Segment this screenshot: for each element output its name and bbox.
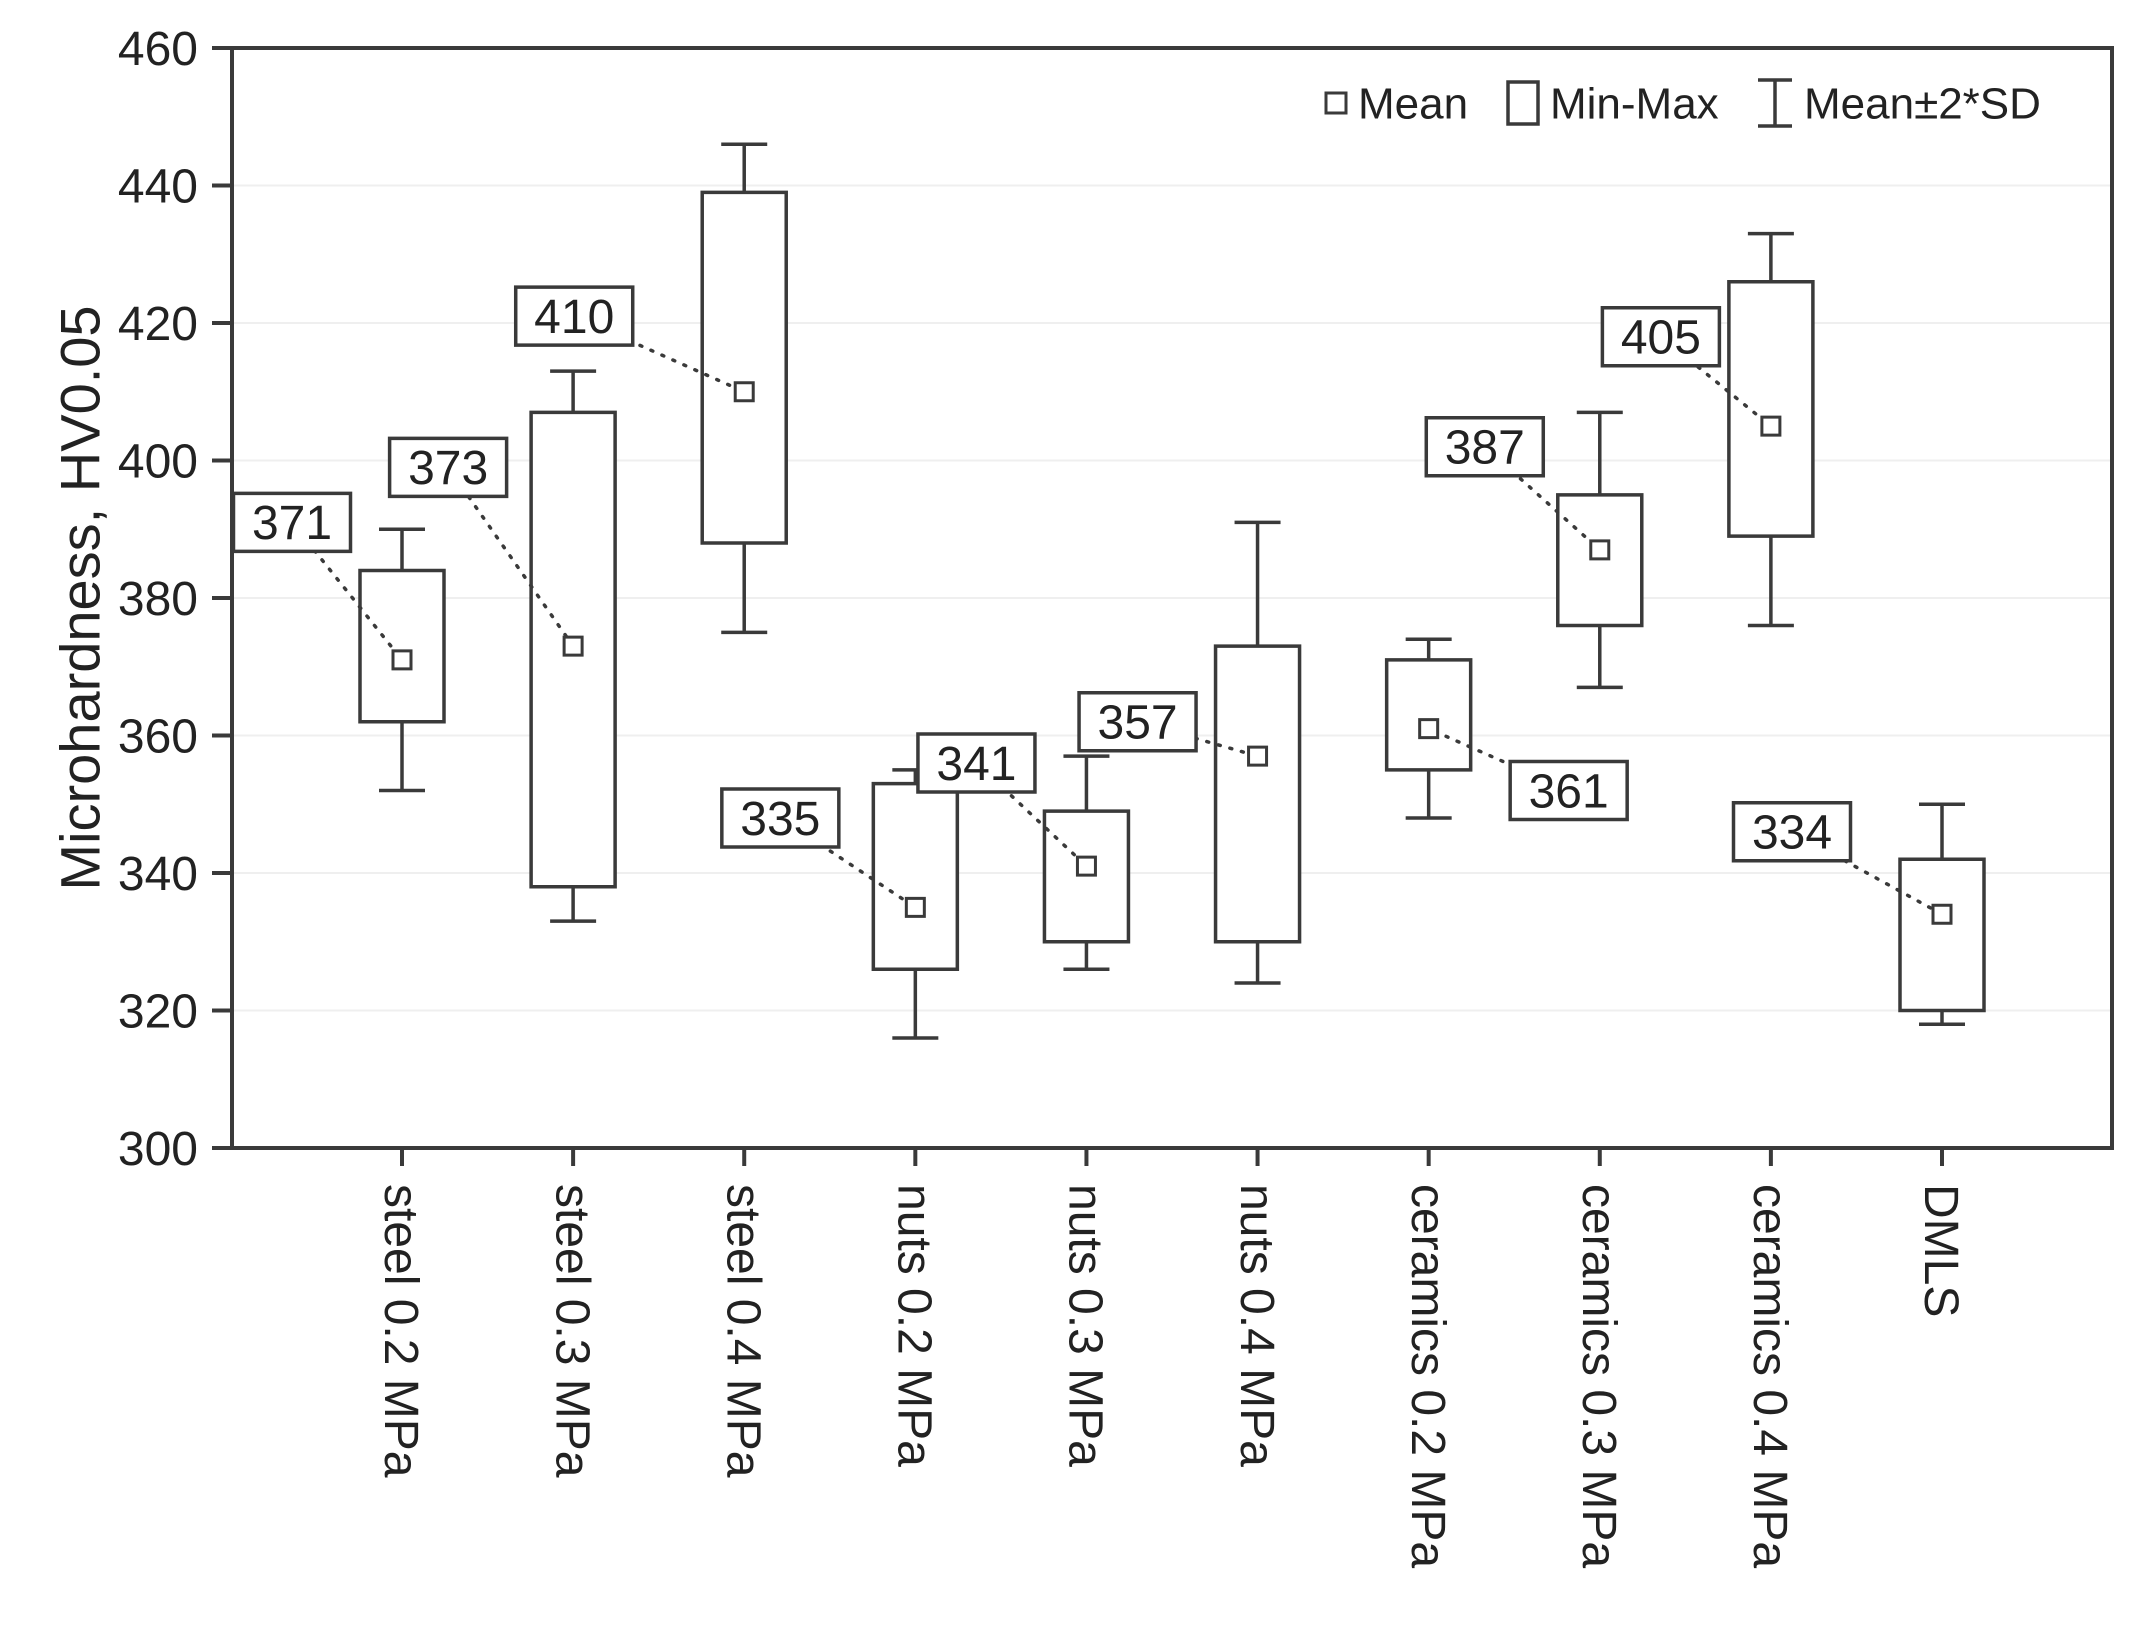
minmax-box — [1727, 280, 1815, 538]
x-category-label-steel-0-3-mpa: steel 0.3 MPa — [545, 1184, 598, 1478]
legend-label-minmax: Min-Max — [1550, 79, 1719, 128]
annotation-nuts-0-3-mpa: 341 — [916, 732, 1037, 794]
minmax-box — [871, 781, 960, 971]
annotation-value: 405 — [1621, 312, 1701, 365]
minmax-box — [700, 190, 788, 545]
annotation-value: 361 — [1529, 765, 1609, 818]
box-group-steel-0-4-mpa — [700, 142, 788, 635]
legend-label-mean2sd: Mean±2*SD — [1804, 79, 2041, 128]
annotation-value: 357 — [1098, 697, 1178, 750]
annotation-steel-0-2-mpa: 371 — [231, 491, 353, 554]
mean-marker-nuts-0-4-mpa — [1247, 745, 1269, 767]
box-group-nuts-0-2-mpa — [871, 768, 960, 1040]
annotation-box — [1508, 759, 1629, 822]
annotation-dmls: 334 — [1731, 801, 1853, 863]
x-category-label-ceramics-0-3-mpa: ceramics 0.3 MPa — [1572, 1184, 1625, 1568]
annotation-box — [720, 787, 841, 849]
x-category-label-ceramics-0-4-mpa: ceramics 0.4 MPa — [1743, 1184, 1796, 1568]
y-tick-label: 460 — [118, 23, 198, 76]
minmax-box — [1213, 644, 1302, 944]
mean-marker-dmls — [1931, 903, 1953, 925]
annotation-steel-0-3-mpa: 373 — [387, 436, 509, 499]
box-group-dmls — [1898, 802, 1986, 1026]
annotation-nuts-0-2-mpa: 335 — [720, 787, 841, 849]
annotation-value: 410 — [534, 291, 614, 344]
annotation-ceramics-0-2-mpa: 361 — [1508, 759, 1629, 822]
annotation-leader — [290, 520, 404, 662]
x-category-label-nuts-0-2-mpa: nuts 0.2 MPa — [888, 1184, 941, 1467]
box-group-ceramics-0-4-mpa — [1727, 231, 1815, 628]
x-category-label-steel-0-2-mpa: steel 0.2 MPa — [374, 1184, 427, 1478]
legend-whisker-icon — [1758, 78, 1792, 128]
annotation-value: 335 — [740, 793, 820, 846]
annotation-box — [1424, 416, 1546, 478]
annotation-value: 373 — [408, 442, 488, 495]
annotation-box — [1600, 306, 1722, 368]
y-tick-label: 420 — [118, 298, 198, 351]
y-tick-label: 440 — [118, 160, 198, 213]
x-category-label-nuts-0-4-mpa: nuts 0.4 MPa — [1230, 1184, 1283, 1467]
annotation-value: 341 — [936, 738, 1016, 791]
annotation-value: 334 — [1752, 807, 1832, 860]
minmax-box — [358, 568, 446, 724]
y-tick-label: 360 — [118, 710, 198, 763]
mean-marker-nuts-0-2-mpa — [904, 896, 926, 918]
annotation-ceramics-0-4-mpa: 405 — [1600, 306, 1722, 368]
minmax-box — [1898, 857, 1986, 1013]
mean-marker-ceramics-0-2-mpa — [1418, 718, 1440, 740]
annotation-box — [231, 491, 353, 554]
mean-marker-nuts-0-3-mpa — [1075, 855, 1097, 877]
x-category-label-dmls: DMLS — [1914, 1184, 1967, 1317]
box-group-nuts-0-4-mpa — [1213, 520, 1302, 985]
annotation-leader — [572, 314, 746, 394]
box-group-steel-0-2-mpa — [358, 527, 446, 793]
y-tick-label: 340 — [118, 848, 198, 901]
mean-marker-ceramics-0-3-mpa — [1589, 539, 1611, 561]
mean-marker-ceramics-0-4-mpa — [1760, 415, 1782, 437]
y-tick-label: 380 — [118, 573, 198, 626]
mean-marker-steel-0-3-mpa — [562, 635, 584, 657]
annotation-steel-0-4-mpa: 410 — [513, 285, 635, 347]
box-group-ceramics-0-2-mpa — [1384, 637, 1473, 820]
annotation-box — [387, 436, 509, 499]
annotation-leader — [1790, 830, 1944, 916]
annotation-ceramics-0-3-mpa: 387 — [1424, 416, 1546, 478]
x-category-label-steel-0-4-mpa: steel 0.4 MPa — [716, 1184, 769, 1478]
legend-mean-square-icon — [1324, 91, 1348, 115]
legend: Mean Min-Max Mean±2*SD — [1324, 78, 2041, 128]
x-category-label-ceramics-0-2-mpa: ceramics 0.2 MPa — [1401, 1184, 1454, 1568]
annotation-box — [916, 732, 1037, 794]
mean-marker-steel-0-2-mpa — [391, 649, 413, 671]
x-category-label-nuts-0-3-mpa: nuts 0.3 MPa — [1059, 1184, 1112, 1467]
annotation-nuts-0-4-mpa: 357 — [1077, 691, 1198, 753]
annotation-value: 387 — [1445, 422, 1525, 475]
legend-minmax-box-icon — [1506, 80, 1540, 126]
annotation-box — [513, 285, 635, 347]
legend-label-mean: Mean — [1358, 79, 1468, 128]
annotation-box — [1077, 691, 1198, 753]
y-axis-title: Microhardness, HV0.05 — [49, 305, 112, 890]
y-tick-label: 300 — [118, 1123, 198, 1176]
annotation-box — [1731, 801, 1853, 863]
y-tick-label: 320 — [118, 985, 198, 1038]
minmax-box — [1384, 658, 1473, 772]
annotation-value: 371 — [252, 497, 332, 550]
mean-marker-steel-0-4-mpa — [733, 381, 755, 403]
y-tick-label: 400 — [118, 435, 198, 488]
